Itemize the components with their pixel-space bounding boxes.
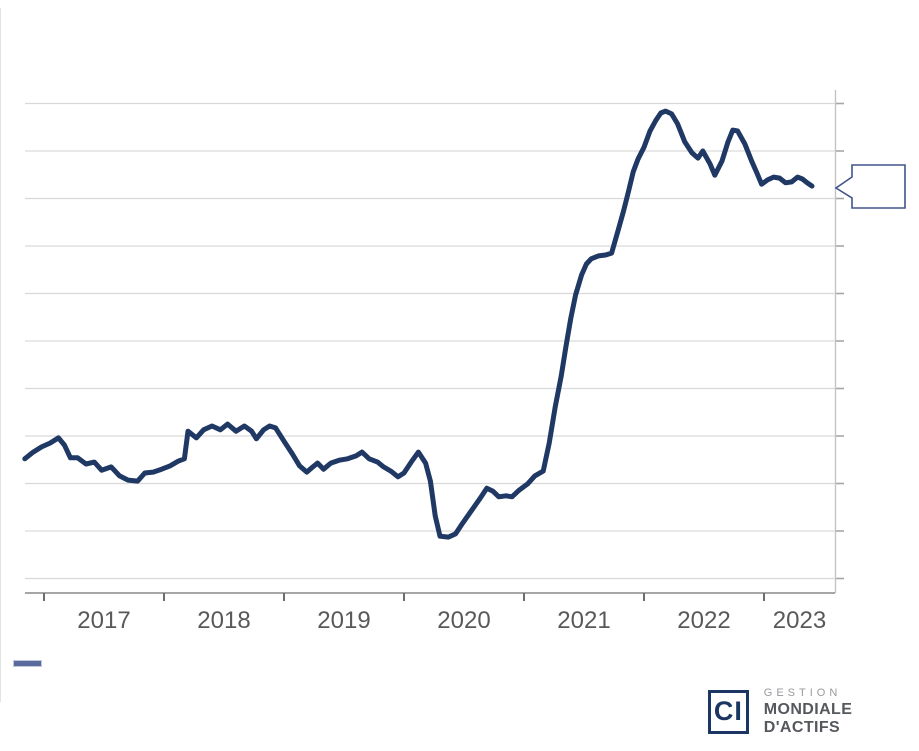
data-series-line	[22, 108, 815, 540]
logo-line1: GESTION	[763, 687, 842, 699]
legend-marker	[14, 661, 41, 666]
line-chart: 2017 2018 2019 2020 2021 2022 2023	[22, 90, 906, 634]
ci-logo-icon: CI	[708, 690, 749, 734]
x-tick-label: 2021	[557, 607, 610, 634]
left-edge-line	[0, 8, 1, 702]
brand-logo: CI GESTION MONDIALE D'ACTIFS	[708, 687, 919, 737]
logo-monogram: CI	[713, 695, 743, 726]
x-tick-label: 2019	[317, 607, 370, 634]
x-tick-label: 2018	[197, 607, 250, 634]
callout-annotation[interactable]	[834, 164, 906, 209]
x-tick-label: 2017	[77, 607, 130, 634]
logo-line2: MONDIALE D'ACTIFS	[763, 701, 853, 736]
x-tick-label: 2020	[437, 607, 490, 634]
x-tick-label: 2023	[773, 607, 826, 634]
logo-text: GESTION MONDIALE D'ACTIFS	[764, 687, 919, 737]
x-tick-label: 2022	[677, 607, 730, 634]
